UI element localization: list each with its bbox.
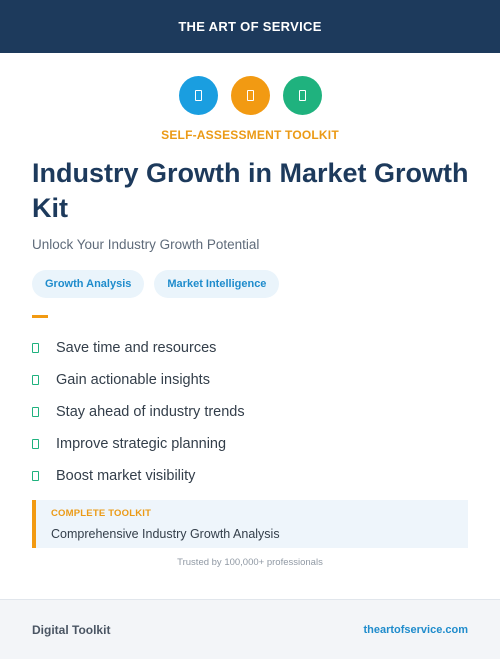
website-link[interactable]: theartofservice.com: [363, 623, 468, 636]
footer: Digital Toolkit theartofservice.com: [0, 599, 500, 659]
toolkit-callout: COMPLETE TOOLKIT Comprehensive Industry …: [32, 500, 468, 548]
benefit-item: Boost market visibility: [32, 460, 245, 492]
page-title: Industry Growth in Market Growth Kit: [32, 158, 469, 223]
benefit-item: Improve strategic planning: [32, 428, 245, 460]
document-icon: [230, 76, 270, 115]
accent-divider: [32, 315, 48, 318]
check-icon: [32, 471, 39, 481]
page-subtitle: Unlock Your Industry Growth Potential: [32, 237, 260, 252]
tag-market-intelligence: Market Intelligence: [154, 270, 280, 298]
tag-growth-analysis: Growth Analysis: [32, 270, 145, 298]
toolkit-kicker: SELF-ASSESSMENT TOOLKIT: [161, 128, 339, 142]
benefit-list: Save time and resources Gain actionable …: [32, 332, 245, 492]
trust-statement: Trusted by 100,000+ professionals: [177, 557, 323, 568]
benefit-item: Save time and resources: [32, 332, 245, 364]
benefit-text: Save time and resources: [56, 340, 217, 356]
benefit-item: Gain actionable insights: [32, 364, 245, 396]
benefit-text: Boost market visibility: [56, 468, 196, 484]
benefit-text: Improve strategic planning: [56, 436, 227, 452]
document-icon: [282, 76, 322, 115]
check-icon: [32, 439, 39, 449]
brand-name: THE ART OF SERVICE: [178, 19, 322, 34]
benefit-text: Stay ahead of industry trends: [56, 404, 245, 420]
document-icon: [178, 76, 218, 115]
callout-text: Comprehensive Industry Growth Analysis: [51, 527, 280, 541]
benefit-text: Gain actionable insights: [56, 372, 210, 388]
check-icon: [32, 343, 39, 353]
callout-label: COMPLETE TOOLKIT: [51, 508, 152, 519]
header-bar: THE ART OF SERVICE: [0, 0, 500, 53]
benefit-item: Stay ahead of industry trends: [32, 396, 245, 428]
check-icon: [32, 407, 39, 417]
icon-row: [0, 76, 500, 115]
tag-list: Growth Analysis Market Intelligence: [32, 270, 280, 298]
footer-label: Digital Toolkit: [32, 622, 111, 637]
check-icon: [32, 375, 39, 385]
